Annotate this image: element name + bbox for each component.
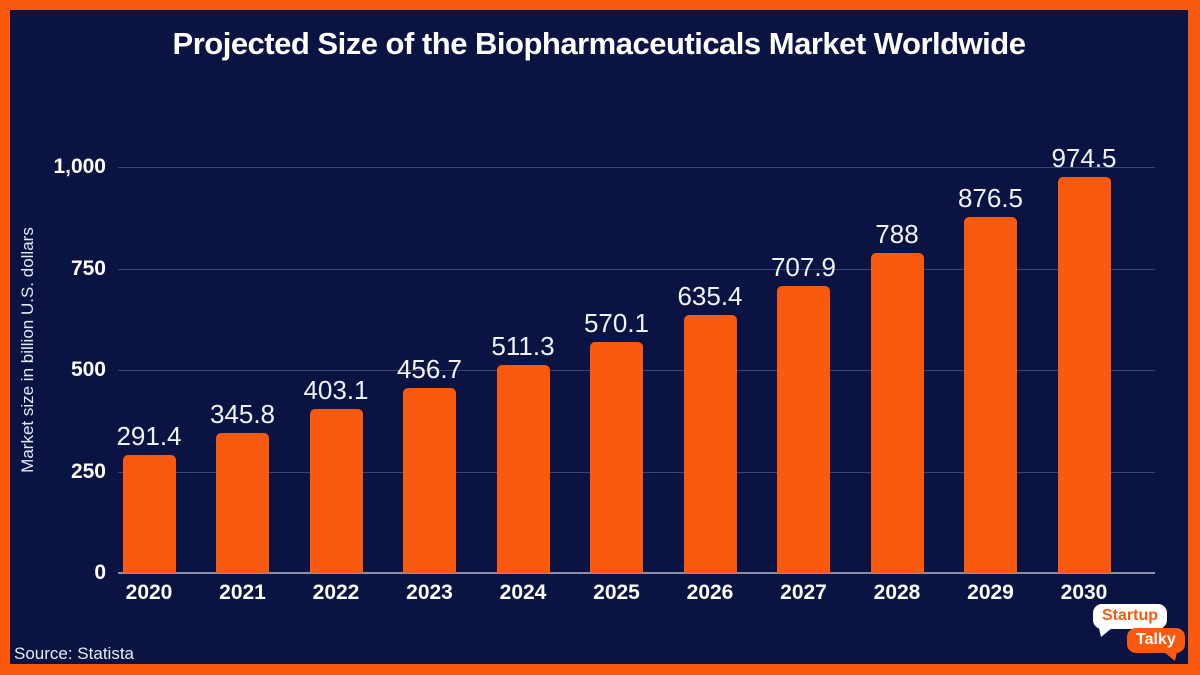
bar-2023: [403, 387, 456, 573]
x-tick-label: 2021: [219, 581, 266, 604]
bar-value-label: 511.3: [491, 331, 555, 362]
x-tick-label: 2023: [406, 581, 453, 604]
y-tick-label: 750: [70, 256, 106, 280]
bar-value-label: 345.8: [209, 398, 276, 429]
chart-title: Projected Size of the Biopharmaceuticals…: [172, 26, 1026, 61]
bar-value-label: 291.4: [116, 420, 182, 451]
bar-2025: [590, 341, 643, 573]
x-tick-label: 2029: [967, 581, 1014, 604]
bar-value-label: 788: [875, 219, 919, 250]
x-tick-label: 2030: [1060, 581, 1108, 604]
x-tick-label: 2020: [125, 581, 173, 604]
y-tick-label: 250: [70, 459, 106, 483]
x-tick-label: 2027: [780, 581, 827, 604]
x-tick-label: 2028: [873, 581, 921, 604]
bar-2029: [964, 217, 1017, 573]
bar-value-label: 403.1: [303, 375, 369, 406]
x-tick-label: 2024: [499, 581, 547, 604]
y-tick-label: 1,000: [53, 155, 106, 178]
bar-value-label: 876.5: [957, 183, 1024, 214]
bar-2026: [683, 315, 737, 573]
bar-2030: [1057, 177, 1111, 573]
y-tick-label: 0: [94, 561, 106, 584]
bar-value-label: 570.1: [583, 307, 650, 338]
logo-speech-bubble-talky: Talky: [1127, 628, 1185, 661]
x-tick-label: 2022: [312, 581, 360, 604]
chart-canvas: Projected Size of the Biopharmaceuticals…: [10, 10, 1188, 664]
x-tick-label: 2025: [593, 581, 640, 604]
gridline: [118, 167, 1155, 168]
bar-value-label: 456.7: [396, 353, 463, 384]
bar-2021: [216, 432, 269, 573]
source-note: Source: Statista: [14, 644, 135, 663]
bar-value-label: 635.4: [677, 281, 743, 312]
x-axis-baseline: [118, 572, 1155, 574]
y-axis-title: Market size in billion U.S. dollars: [18, 227, 37, 473]
y-tick-label: 500: [70, 358, 106, 381]
logo-speech-bubble-startup: Startup: [1093, 604, 1167, 637]
bar-2028: [870, 253, 924, 573]
bar-2022: [309, 409, 363, 573]
bar-value-label: 974.5: [1051, 143, 1117, 174]
startuptalky-logo: Startup Talky: [1093, 596, 1185, 662]
gridline: [118, 268, 1155, 270]
bar-2020: [122, 454, 176, 573]
bar-2027: [777, 285, 830, 573]
bar-value-label: 707.9: [770, 251, 837, 282]
bar-2024: [496, 365, 550, 573]
x-tick-label: 2026: [686, 581, 734, 604]
